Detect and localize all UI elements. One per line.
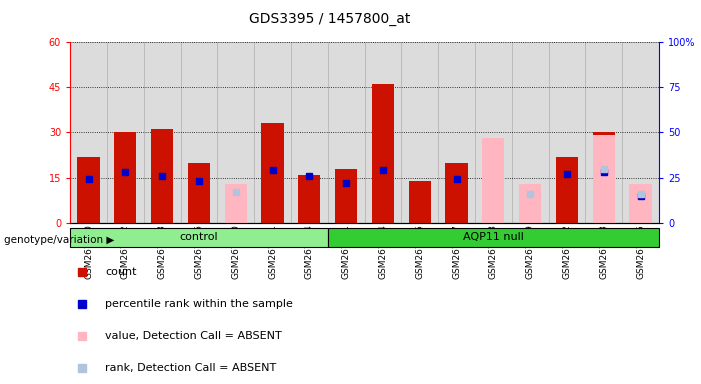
- Bar: [291, 42, 327, 223]
- Bar: [327, 228, 659, 247]
- Bar: [519, 184, 541, 223]
- Bar: [585, 42, 622, 223]
- Bar: [629, 187, 652, 223]
- Bar: [224, 184, 247, 223]
- Bar: [217, 42, 254, 223]
- Text: genotype/variation ▶: genotype/variation ▶: [4, 235, 114, 245]
- Bar: [409, 180, 430, 223]
- Text: value, Detection Call = ABSENT: value, Detection Call = ABSENT: [105, 331, 283, 341]
- Bar: [114, 132, 136, 223]
- Bar: [107, 42, 144, 223]
- Bar: [438, 42, 475, 223]
- Bar: [592, 132, 615, 223]
- Text: percentile rank within the sample: percentile rank within the sample: [105, 299, 293, 309]
- Bar: [548, 42, 585, 223]
- Bar: [556, 157, 578, 223]
- Bar: [181, 42, 217, 223]
- Bar: [70, 42, 107, 223]
- Bar: [299, 175, 320, 223]
- Text: GDS3395 / 1457800_at: GDS3395 / 1457800_at: [249, 12, 410, 25]
- Bar: [70, 228, 327, 247]
- Text: AQP11 null: AQP11 null: [463, 232, 524, 242]
- Bar: [445, 162, 468, 223]
- Bar: [372, 84, 394, 223]
- Bar: [365, 42, 401, 223]
- Text: count: count: [105, 267, 137, 277]
- Bar: [335, 169, 357, 223]
- Bar: [327, 42, 365, 223]
- Bar: [188, 162, 210, 223]
- Text: control: control: [179, 232, 218, 242]
- Bar: [519, 184, 541, 223]
- Bar: [622, 42, 659, 223]
- Bar: [482, 139, 504, 223]
- Text: rank, Detection Call = ABSENT: rank, Detection Call = ABSENT: [105, 363, 277, 373]
- Bar: [254, 42, 291, 223]
- Bar: [77, 157, 100, 223]
- Bar: [512, 42, 548, 223]
- Bar: [261, 124, 283, 223]
- Bar: [592, 136, 615, 223]
- Bar: [475, 42, 512, 223]
- Bar: [151, 129, 173, 223]
- Bar: [144, 42, 181, 223]
- Bar: [401, 42, 438, 223]
- Bar: [629, 184, 652, 223]
